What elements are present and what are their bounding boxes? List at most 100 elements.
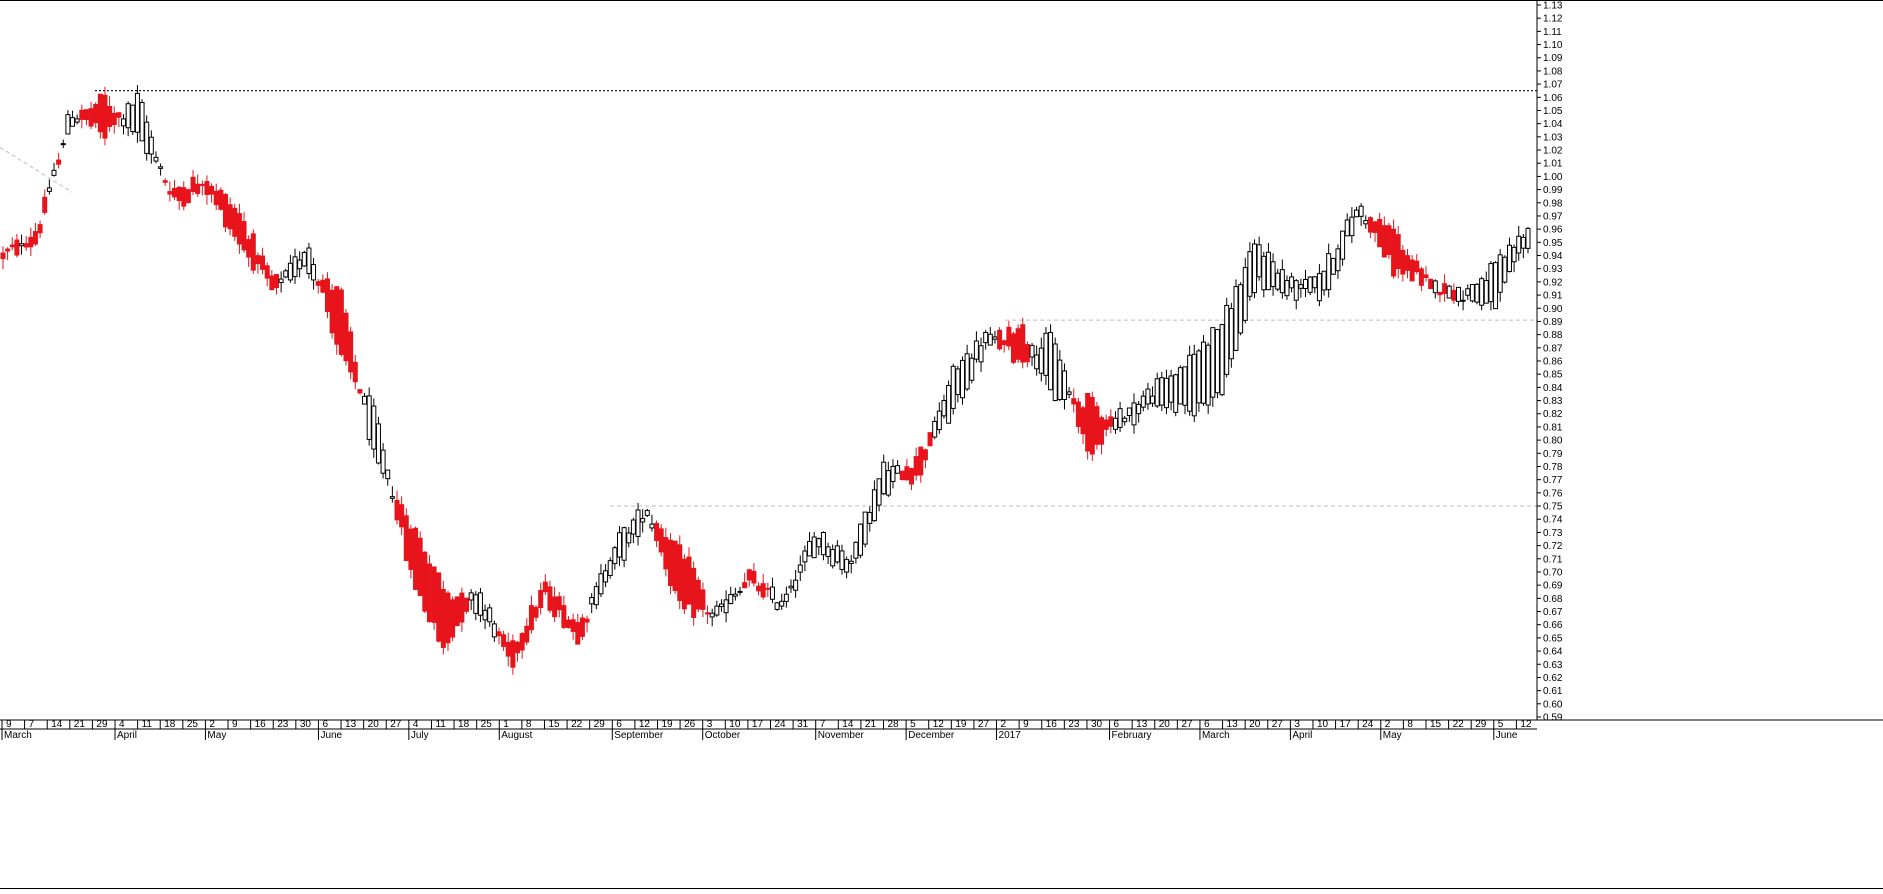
candle-body	[1108, 416, 1114, 427]
candle-body	[1395, 234, 1401, 270]
candle-body	[510, 640, 516, 668]
x-day-label: 16	[1046, 719, 1058, 730]
candle-body	[236, 213, 242, 245]
candle-body	[1303, 279, 1309, 289]
candle-body	[1418, 268, 1424, 286]
candle-body	[927, 432, 933, 447]
candle-body	[19, 243, 25, 247]
candle-body	[950, 365, 956, 409]
candle-body	[899, 470, 905, 481]
candle-body	[116, 112, 122, 118]
candle-body	[422, 551, 428, 612]
y-tick-label: 0.78	[1543, 462, 1563, 473]
candle-body	[121, 118, 127, 127]
candle-body	[1381, 225, 1387, 258]
candle-body	[204, 180, 210, 196]
candle-body	[816, 538, 822, 548]
x-day-label: 27	[390, 719, 402, 730]
candle-body	[0, 252, 6, 260]
x-day-label: 9	[6, 719, 12, 730]
candle-body	[1006, 326, 1012, 347]
candle-body	[1191, 353, 1197, 417]
y-tick-label: 0.87	[1543, 343, 1563, 354]
candle-body	[158, 166, 164, 169]
candle-body	[1066, 391, 1072, 395]
y-tick-label: 0.97	[1543, 211, 1563, 222]
candle-body	[97, 93, 103, 133]
x-day-label: 14	[842, 719, 854, 730]
x-day-label: 23	[1068, 719, 1080, 730]
candle-body	[65, 114, 71, 135]
candle-body	[1182, 366, 1188, 406]
candle-body	[524, 625, 530, 643]
candle-body	[1488, 263, 1494, 303]
candle-body	[209, 185, 215, 195]
candle-body	[1201, 341, 1207, 404]
candle-body	[723, 599, 729, 614]
candle-body	[394, 499, 400, 521]
candle-body	[1335, 248, 1341, 272]
y-tick-label: 1.12	[1543, 14, 1563, 25]
y-tick-label: 0.59	[1543, 713, 1563, 724]
x-day-label: 29	[1475, 719, 1487, 730]
y-tick-label: 0.93	[1543, 264, 1563, 275]
candle-body	[1511, 246, 1517, 263]
candle-body	[913, 456, 919, 476]
candle-body	[714, 605, 720, 616]
candle-body	[946, 384, 952, 424]
y-tick-label: 1.00	[1543, 172, 1563, 183]
y-tick-label: 0.94	[1543, 251, 1563, 262]
x-day-label: 28	[888, 719, 900, 730]
x-day-label: 30	[1091, 719, 1103, 730]
candle-body	[190, 176, 196, 192]
x-day-label: 13	[345, 719, 357, 730]
y-tick-label: 0.80	[1543, 436, 1563, 447]
candle-body	[51, 169, 57, 176]
candle-body	[1224, 304, 1230, 375]
candle-body	[329, 289, 335, 334]
y-tick-label: 0.99	[1543, 185, 1563, 196]
x-day-label: 16	[255, 719, 267, 730]
candle-body	[584, 618, 590, 623]
candle-body	[1279, 269, 1285, 294]
candle-body	[626, 532, 632, 544]
candle-body	[742, 582, 748, 589]
candle-body	[1205, 344, 1211, 406]
candle-body	[1043, 332, 1049, 376]
candle-body	[1154, 378, 1160, 407]
y-tick-label: 1.09	[1543, 53, 1563, 64]
x-day-label: 4	[119, 719, 125, 730]
candle-body	[375, 423, 381, 464]
candle-body	[881, 461, 887, 495]
y-tick-label: 0.89	[1543, 317, 1563, 328]
candle-body	[459, 592, 465, 623]
y-tick-label: 0.67	[1543, 607, 1563, 618]
y-tick-label: 0.96	[1543, 225, 1563, 236]
candle-body	[1506, 244, 1512, 273]
x-day-label: 6	[322, 719, 328, 730]
candle-body	[788, 585, 794, 589]
candle-body	[28, 236, 34, 248]
candle-body	[1052, 343, 1058, 401]
candle-body	[1228, 308, 1234, 360]
x-day-label: 15	[548, 719, 560, 730]
candle-body	[528, 605, 534, 631]
candle-body	[213, 190, 219, 206]
candle-body	[959, 359, 965, 399]
y-tick-label: 1.13	[1543, 1, 1563, 12]
candle-body	[1483, 279, 1489, 304]
x-day-label: 3	[707, 719, 713, 730]
candle-body	[107, 106, 113, 127]
candle-body	[172, 188, 178, 198]
candle-body	[737, 590, 743, 593]
candle-body	[1085, 392, 1091, 452]
candle-body	[195, 183, 201, 194]
candle-body	[1140, 395, 1146, 408]
y-tick-label: 0.60	[1543, 699, 1563, 710]
candle-body	[1404, 255, 1410, 271]
candle-body	[348, 331, 354, 373]
candle-body	[287, 262, 293, 281]
candle-body	[1247, 251, 1253, 297]
candle-body	[691, 567, 697, 618]
